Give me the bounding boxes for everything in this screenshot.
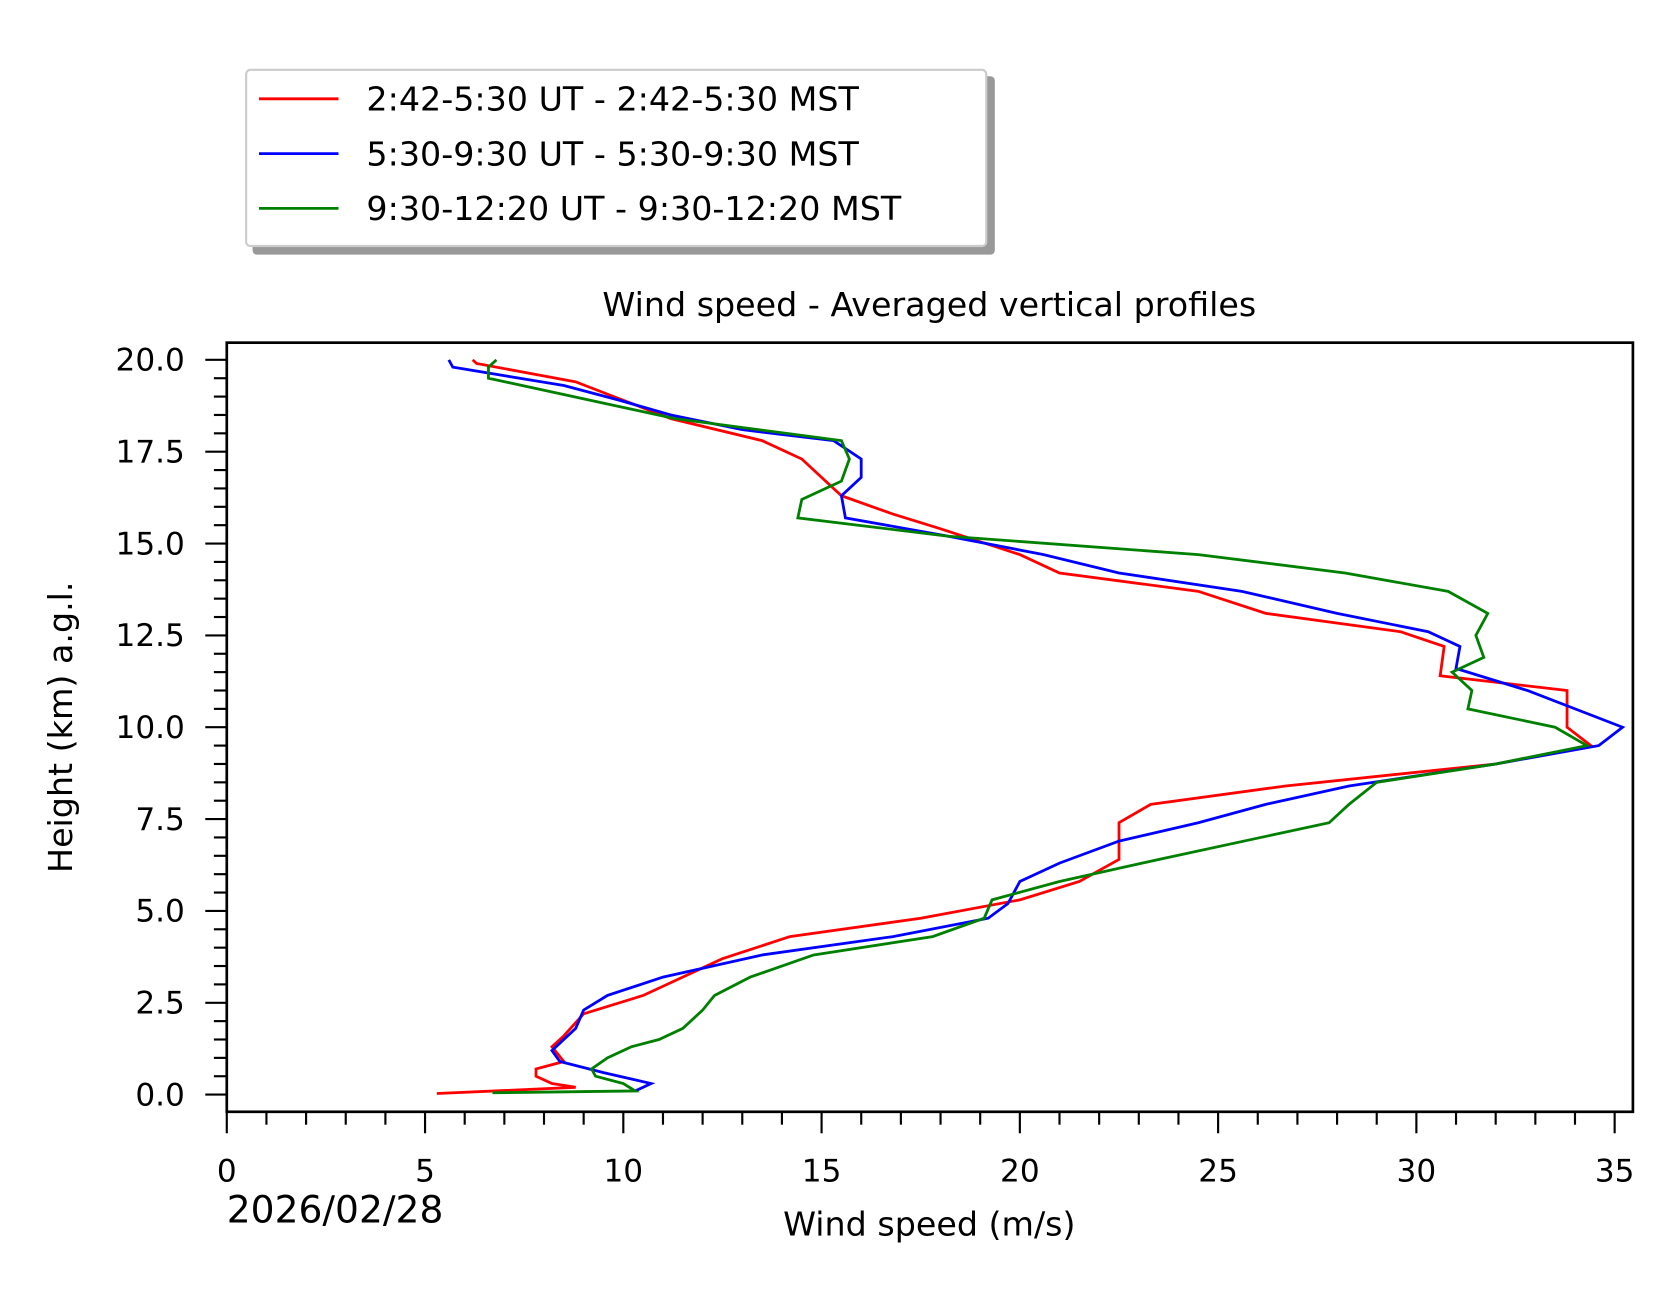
legend-box — [245, 68, 988, 248]
plot-area — [436, 358, 1626, 1095]
legend-label-3: 9:30-12:20 UT - 9:30-12:20 MST — [366, 189, 901, 228]
y-tick-label: 20.0 — [116, 343, 185, 379]
x-tick-label: 20 — [1000, 1154, 1040, 1190]
y-tick-label: 7.5 — [135, 802, 185, 838]
x-tick-label: 0 — [217, 1154, 237, 1190]
x-tick-label: 10 — [603, 1154, 643, 1190]
x-tick-label: 25 — [1198, 1154, 1238, 1190]
x-tick-label: 5 — [415, 1154, 435, 1190]
y-tick-label: 10.0 — [116, 710, 185, 746]
y-tick-label: 12.5 — [116, 618, 185, 654]
chart-title: Wind speed - Averaged vertical profiles — [602, 285, 1256, 324]
y-tick-label: 5.0 — [135, 894, 185, 930]
legend: 2:42-5:30 UT - 2:42-5:30 MST 5:30-9:30 UT… — [245, 68, 995, 255]
series-line-3 — [487, 358, 1591, 1095]
x-tick-label: 30 — [1397, 1154, 1437, 1190]
series-line-1 — [436, 358, 1595, 1095]
x-tick-label: 15 — [802, 1154, 842, 1190]
y-tick-label: 17.5 — [116, 434, 185, 470]
x-axis-label: Wind speed (m/s) — [783, 1204, 1075, 1243]
legend-label-1: 2:42-5:30 UT - 2:42-5:30 MST — [366, 80, 859, 119]
date-label: 2026/02/28 — [227, 1187, 444, 1231]
x-tick-label: 35 — [1595, 1154, 1635, 1190]
y-tick-label: 15.0 — [116, 526, 185, 562]
axes-frame — [225, 341, 1635, 1114]
y-axis-label: Height (km) a.g.l. — [41, 581, 80, 872]
series-line-2 — [447, 359, 1626, 1093]
y-tick-label: 0.0 — [135, 1077, 185, 1113]
y-tick-label: 2.5 — [135, 986, 185, 1022]
legend-label-2: 5:30-9:30 UT - 5:30-9:30 MST — [366, 134, 859, 173]
